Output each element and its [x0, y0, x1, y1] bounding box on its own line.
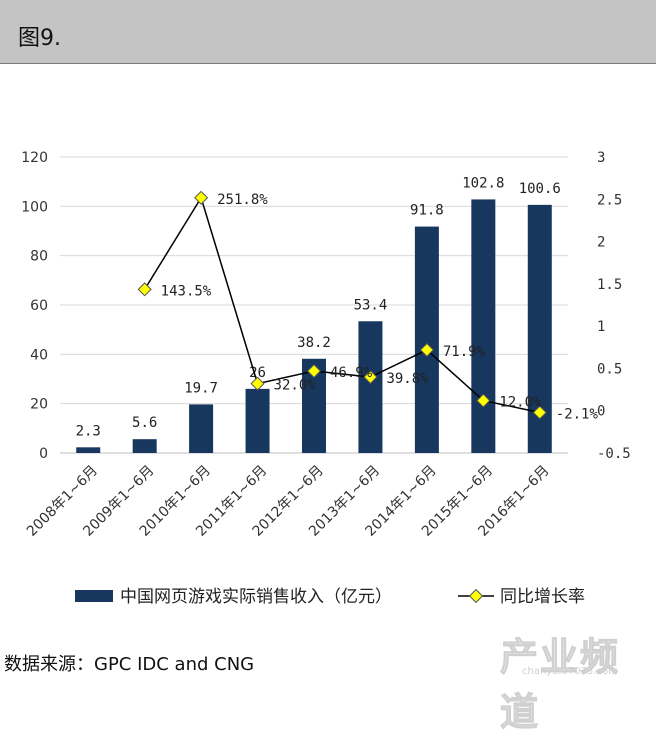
line-point	[137, 282, 152, 297]
right-tick-label: 0.5	[597, 361, 622, 377]
line-point	[532, 405, 547, 420]
line-series	[137, 190, 547, 420]
left-tick-label: 100	[21, 199, 48, 215]
bar-value-label: 53.4	[354, 297, 388, 313]
right-tick-label: -0.5	[597, 446, 631, 462]
line-point	[250, 376, 265, 391]
line-point	[476, 393, 491, 408]
bar-value-label: 19.7	[184, 380, 218, 396]
bar	[471, 199, 496, 453]
line-data-labels: 143.5% 251.8% 32.0% 46.9% 39.8% 71.9% 12.0% -2.…	[161, 192, 599, 423]
line-value-label: 32.0%	[274, 378, 317, 394]
line-value-label: 143.5%	[161, 283, 212, 299]
bar-value-label: 91.8	[410, 203, 444, 219]
watermark-url: chanye.07073.com	[522, 666, 618, 677]
growth-rate-line	[144, 195, 540, 414]
line-value-label: -2.1%	[556, 406, 599, 422]
bar	[358, 321, 383, 453]
right-tick-label: 2.5	[597, 192, 622, 208]
left-tick-label: 120	[21, 150, 48, 166]
left-axis: 0 20 40 60 80 100 120	[21, 150, 48, 462]
figure-header: 图9.	[0, 0, 656, 64]
left-tick-label: 40	[30, 347, 48, 363]
line-value-label: 39.8%	[386, 371, 429, 387]
legend-swatch-bar	[75, 590, 113, 602]
bar-value-label: 2.3	[76, 423, 101, 439]
right-tick-label: 1	[597, 319, 605, 335]
left-tick-label: 0	[39, 446, 48, 462]
gridlines	[60, 156, 568, 454]
bar-value-label: 38.2	[297, 335, 331, 351]
figure-title: 图9.	[18, 26, 61, 51]
bar	[132, 439, 157, 453]
line-point	[306, 363, 322, 379]
right-tick-label: 1.5	[597, 277, 622, 293]
line-value-label: 46.9%	[330, 365, 373, 381]
left-tick-label: 80	[30, 249, 48, 265]
legend-marker	[468, 588, 484, 604]
combo-chart: 0 20 40 60 80 100 120 -0.5 0 0.5 1 1.5 2 2.5 3 2.3 5.6…	[21, 150, 631, 607]
left-tick-label: 60	[30, 298, 48, 314]
line-point	[194, 190, 209, 205]
bar	[245, 388, 270, 453]
x-axis-labels: 2008年1~6月2009年1~6月2010年1~6月2011年1~6月2012…	[24, 463, 553, 540]
line-value-label: 251.8%	[217, 192, 268, 208]
legend-label-line: 同比增长率	[500, 587, 585, 607]
line-value-label: 71.9%	[443, 344, 486, 360]
watermark-text: 产业频道	[500, 635, 621, 735]
right-tick-label: 3	[597, 150, 605, 166]
line-value-label: 12.0%	[499, 395, 542, 411]
line-point	[363, 369, 378, 385]
bar	[189, 404, 214, 453]
right-tick-label: 2	[597, 235, 605, 251]
left-tick-label: 20	[30, 397, 48, 413]
right-tick-label: 0	[597, 404, 605, 420]
bar-value-label: 5.6	[132, 415, 157, 431]
bar	[414, 226, 439, 453]
right-axis: -0.5 0 0.5 1 1.5 2 2.5 3	[597, 150, 631, 462]
bar-series	[76, 199, 552, 453]
bar	[76, 447, 101, 453]
line-point	[419, 342, 434, 357]
data-source: 数据来源：GPC IDC and CNG	[4, 654, 255, 675]
watermark-logo: 产业频道 chanye.07073.com	[500, 626, 650, 735]
bar-value-label: 102.8	[462, 175, 504, 191]
legend-label-bar: 中国网页游戏实际销售收入（亿元）	[120, 587, 392, 607]
bar-value-label: 100.6	[519, 181, 561, 197]
legend: 中国网页游戏实际销售收入（亿元） 同比增长率	[75, 587, 585, 607]
